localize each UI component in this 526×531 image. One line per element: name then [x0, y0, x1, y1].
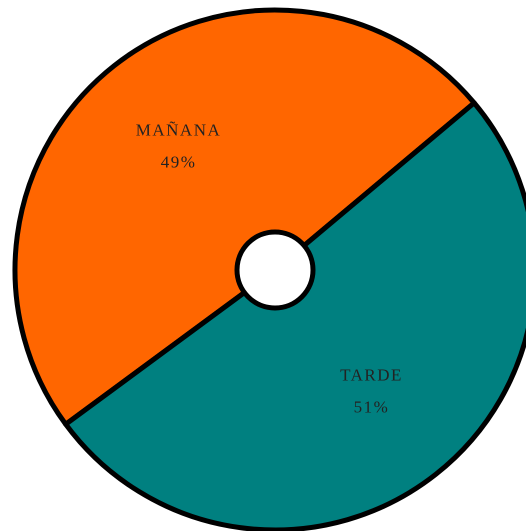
slice-label: MAÑANA: [136, 120, 222, 139]
pie-slice: [12, 7, 477, 427]
donut-hole: [234, 229, 316, 311]
slice-value-label: 49%: [161, 152, 197, 171]
pie-slice: [63, 100, 526, 531]
slice-label: TARDE: [340, 365, 403, 384]
slice-value-label: 51%: [354, 397, 390, 416]
